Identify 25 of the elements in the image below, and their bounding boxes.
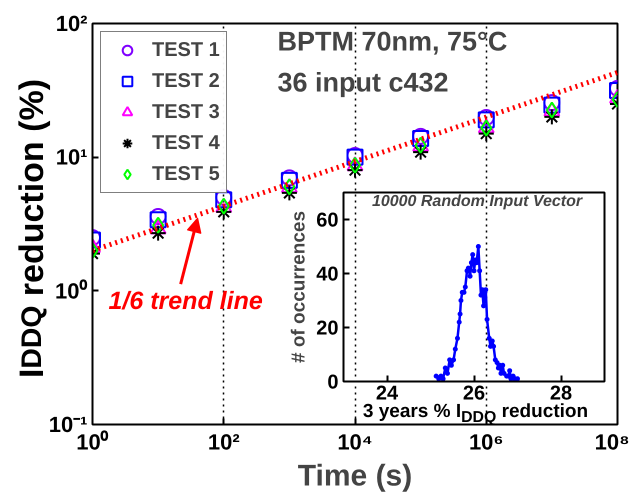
- x-tick-label: 28: [550, 382, 572, 404]
- y-tick-label: 10⁰: [55, 278, 88, 304]
- legend-label: TEST 4: [152, 131, 220, 155]
- x-tick-label: 10⁶: [468, 430, 504, 454]
- chart-title: BPTM 70nm, 75°C: [278, 26, 508, 56]
- legend-label: TEST 5: [152, 162, 220, 186]
- chart-title: 10000 Random Input Vector: [372, 193, 583, 210]
- legend-label: TEST 2: [152, 69, 220, 93]
- legend-label: TEST 1: [152, 38, 220, 62]
- x-tick-label: 10⁸: [594, 430, 629, 454]
- text: 36 input c432: [278, 68, 449, 98]
- annotation: 1/6 trend line: [108, 287, 263, 316]
- x-tick-label: 24: [376, 382, 399, 404]
- x-axis-title: Time (s): [298, 460, 412, 492]
- y-tick-label: 10¹: [56, 144, 88, 170]
- y-tick-label: 60: [316, 210, 339, 232]
- y-axis-title: # of occurrences: [288, 210, 310, 364]
- y-tick-label: 20: [316, 318, 339, 340]
- y-tick-label: 40: [316, 264, 339, 286]
- legend-label: TEST 3: [152, 100, 220, 124]
- x-tick-label: 10²: [208, 430, 240, 454]
- x-tick-label: 10⁴: [337, 430, 373, 454]
- y-tick-label: 10²: [56, 11, 88, 36]
- x-tick-label: 26: [462, 382, 486, 404]
- y-tick-label: 0: [327, 372, 338, 394]
